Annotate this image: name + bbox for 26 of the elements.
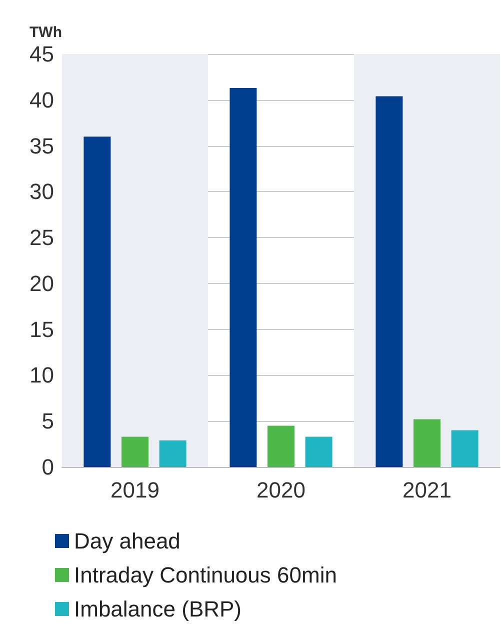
- legend-label: Day ahead: [74, 528, 180, 554]
- y-tick-label: 0: [42, 454, 54, 480]
- bar: [305, 436, 332, 467]
- x-tick-label: 2021: [402, 478, 452, 502]
- y-tick-label: 10: [30, 362, 54, 388]
- bar: [451, 430, 478, 467]
- y-tick-label: 45: [30, 42, 54, 66]
- bar: [159, 440, 186, 467]
- y-axis-title: TWh: [30, 24, 62, 41]
- x-tick-label: 2019: [110, 478, 160, 502]
- bar: [376, 96, 403, 467]
- y-tick-label: 15: [30, 316, 54, 342]
- bar: [268, 426, 294, 467]
- bar: [230, 88, 257, 467]
- legend-label: Imbalance (BRP): [74, 596, 242, 622]
- bar: [414, 419, 440, 467]
- y-tick-label: 5: [42, 408, 54, 434]
- y-tick-label: 35: [30, 133, 54, 158]
- bar: [84, 136, 111, 467]
- legend-label: Intraday Continuous 60min: [74, 562, 337, 588]
- bar: [122, 436, 148, 467]
- y-tick-label: 40: [30, 87, 54, 112]
- y-tick-label: 30: [30, 179, 54, 204]
- y-tick-label: 25: [30, 225, 54, 250]
- x-tick-label: 2020: [256, 478, 306, 502]
- y-tick-label: 20: [30, 270, 54, 296]
